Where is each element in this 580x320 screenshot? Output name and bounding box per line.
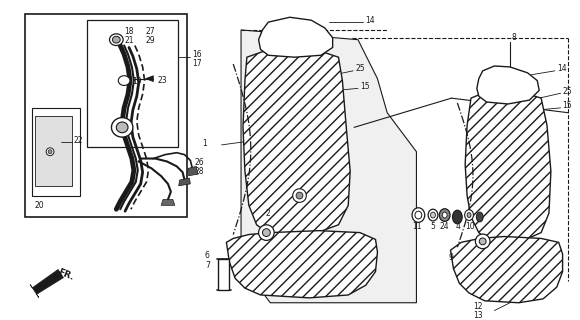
Ellipse shape [415, 211, 422, 219]
Ellipse shape [48, 150, 52, 154]
Ellipse shape [111, 118, 133, 137]
Bar [218, 259, 229, 290]
Text: 4: 4 [455, 222, 461, 231]
Ellipse shape [439, 209, 450, 221]
Text: 21: 21 [124, 36, 133, 45]
Text: 14: 14 [557, 64, 566, 73]
Ellipse shape [430, 212, 436, 218]
Ellipse shape [296, 192, 303, 199]
Text: 6: 6 [205, 251, 210, 260]
Ellipse shape [467, 212, 471, 218]
Text: 13: 13 [473, 311, 483, 320]
Polygon shape [477, 66, 539, 104]
Text: 29: 29 [146, 36, 155, 45]
Ellipse shape [118, 76, 130, 85]
Text: 8: 8 [512, 33, 517, 42]
Ellipse shape [110, 34, 123, 45]
Text: 18: 18 [124, 28, 133, 36]
Ellipse shape [479, 238, 486, 245]
Text: 25: 25 [563, 87, 572, 96]
Text: 9: 9 [448, 253, 454, 262]
Polygon shape [187, 166, 198, 176]
Bar [25, 14, 187, 217]
Text: 16: 16 [193, 50, 202, 59]
Polygon shape [146, 76, 153, 82]
Text: 2: 2 [266, 209, 270, 218]
Bar [87, 20, 177, 147]
Polygon shape [259, 17, 333, 57]
Ellipse shape [428, 209, 438, 221]
Text: 25: 25 [355, 64, 365, 73]
Text: 1: 1 [202, 140, 207, 148]
Text: 28: 28 [194, 167, 204, 176]
Ellipse shape [443, 212, 447, 218]
Text: 7: 7 [205, 261, 210, 270]
Polygon shape [451, 236, 563, 303]
Text: 15: 15 [563, 101, 572, 110]
Text: 19: 19 [132, 77, 142, 86]
Text: 22: 22 [74, 136, 83, 145]
Ellipse shape [259, 225, 274, 240]
Text: 3: 3 [478, 222, 483, 231]
Text: 23: 23 [157, 76, 167, 85]
Text: 15: 15 [360, 82, 369, 91]
Ellipse shape [476, 234, 490, 249]
Text: 26: 26 [194, 158, 204, 167]
Polygon shape [241, 30, 416, 303]
Text: 12: 12 [473, 302, 483, 311]
Bar [35, 116, 72, 186]
Text: 17: 17 [193, 59, 202, 68]
Text: 10: 10 [465, 222, 475, 231]
Polygon shape [161, 199, 175, 205]
Ellipse shape [263, 229, 270, 236]
Polygon shape [30, 269, 63, 298]
Ellipse shape [465, 210, 473, 220]
Bar [31, 108, 80, 196]
Text: 24: 24 [440, 222, 450, 231]
Ellipse shape [293, 189, 306, 202]
Polygon shape [465, 88, 551, 242]
Text: 14: 14 [365, 16, 375, 25]
Text: 11: 11 [412, 222, 422, 231]
Text: 5: 5 [430, 222, 435, 231]
Ellipse shape [412, 208, 425, 222]
Ellipse shape [46, 148, 54, 156]
Polygon shape [226, 231, 378, 298]
Ellipse shape [476, 212, 483, 222]
Polygon shape [243, 45, 350, 235]
Text: 27: 27 [146, 28, 155, 36]
Text: FR.: FR. [56, 268, 75, 282]
Text: 20: 20 [34, 201, 44, 210]
Ellipse shape [452, 210, 462, 224]
Ellipse shape [117, 122, 128, 133]
Polygon shape [179, 178, 190, 186]
Ellipse shape [113, 36, 120, 43]
